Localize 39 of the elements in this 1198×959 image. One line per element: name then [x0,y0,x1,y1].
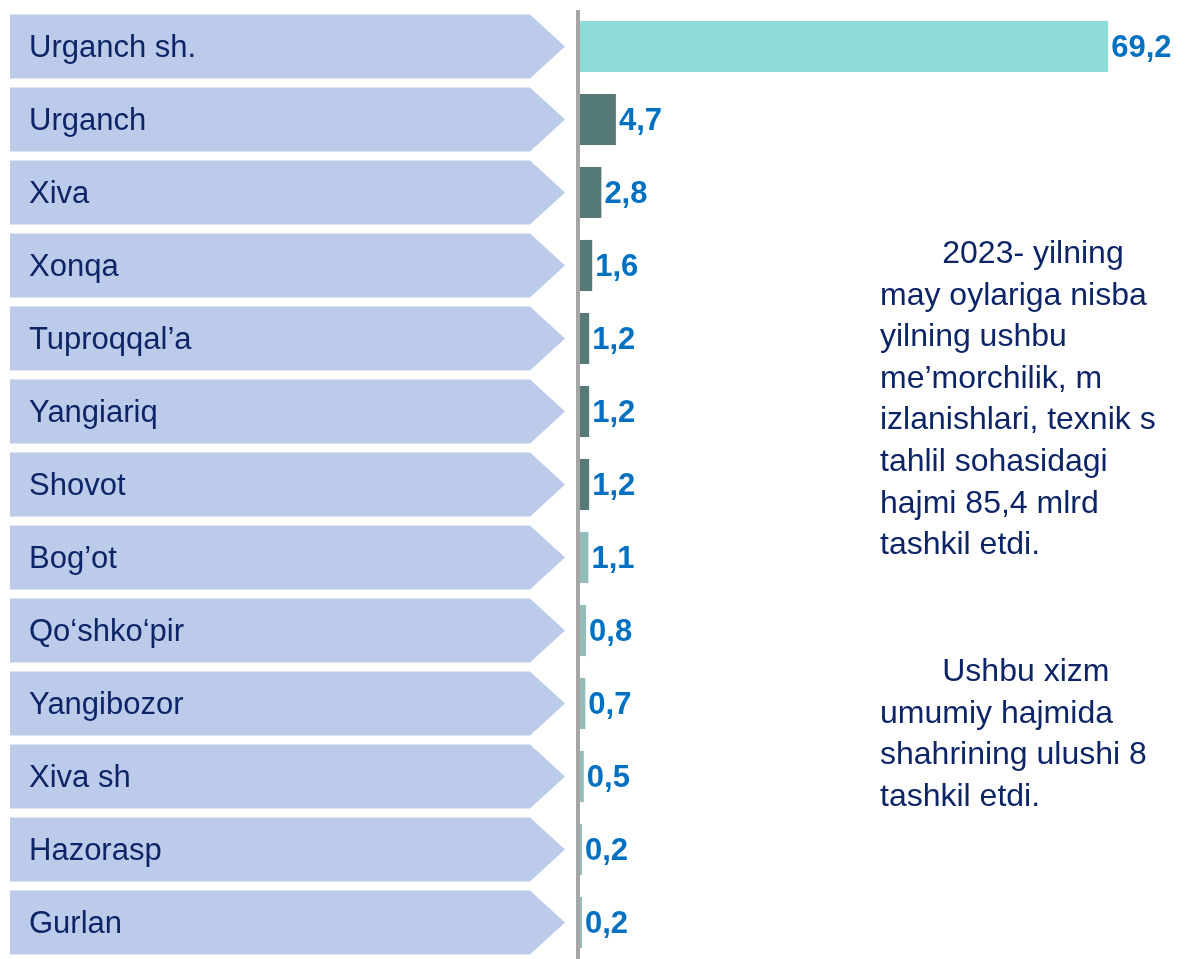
y-tick-label: Hazorasp [29,832,162,867]
bar [580,604,587,657]
bar [580,677,586,730]
data-label: 1,2 [592,467,636,502]
data-label: 0,5 [586,759,630,794]
y-tick-label: Xiva [29,175,91,210]
data-label: 4,7 [618,102,662,137]
data-label: 69,2 [1111,29,1172,64]
y-tick-label: Xonqa [29,248,120,283]
bar [580,312,590,365]
data-label: 1,1 [591,540,635,575]
bar [580,385,590,438]
bar [580,20,1109,73]
y-tick-label: Tuproqqal’a [29,321,193,356]
data-label: 2,8 [604,175,648,210]
data-label: 0,2 [585,905,629,940]
bar [580,750,584,803]
y-tick-label: Urganch [29,102,147,137]
bar [580,531,589,584]
bar [580,458,590,511]
annotation: Ushbu xizm umumiy hajmida shahrining ulushi 8 tashkil etdi. [880,652,1147,813]
data-label: 0,7 [588,686,632,721]
y-tick-label: Shovot [29,467,126,502]
y-tick-label: Xiva sh [29,759,131,794]
y-tick-label: Qo‘shko‘pir [29,613,185,648]
y-tick-label: Urganch sh. [29,29,197,64]
bar [580,93,616,146]
data-label: 1,2 [592,321,636,356]
y-tick-label: Bog’ot [29,540,118,575]
data-label: 0,2 [585,832,629,867]
bar [580,166,602,219]
y-tick-label: Yangiariq [29,394,158,429]
annotation: 2023- yilning may oylariga nisba yilning ushbu me’morchilik, m izlanishlari, texnik s tahlil sohasidagi hajmi 85,4 mlrd tashkil etdi. [880,234,1156,562]
y-tick-label: Gurlan [29,905,123,940]
y-tick-label: Yangibozor [29,686,184,721]
data-label: 1,6 [595,248,639,283]
data-label: 1,2 [592,394,636,429]
bar [580,239,593,292]
data-label: 0,8 [589,613,633,648]
